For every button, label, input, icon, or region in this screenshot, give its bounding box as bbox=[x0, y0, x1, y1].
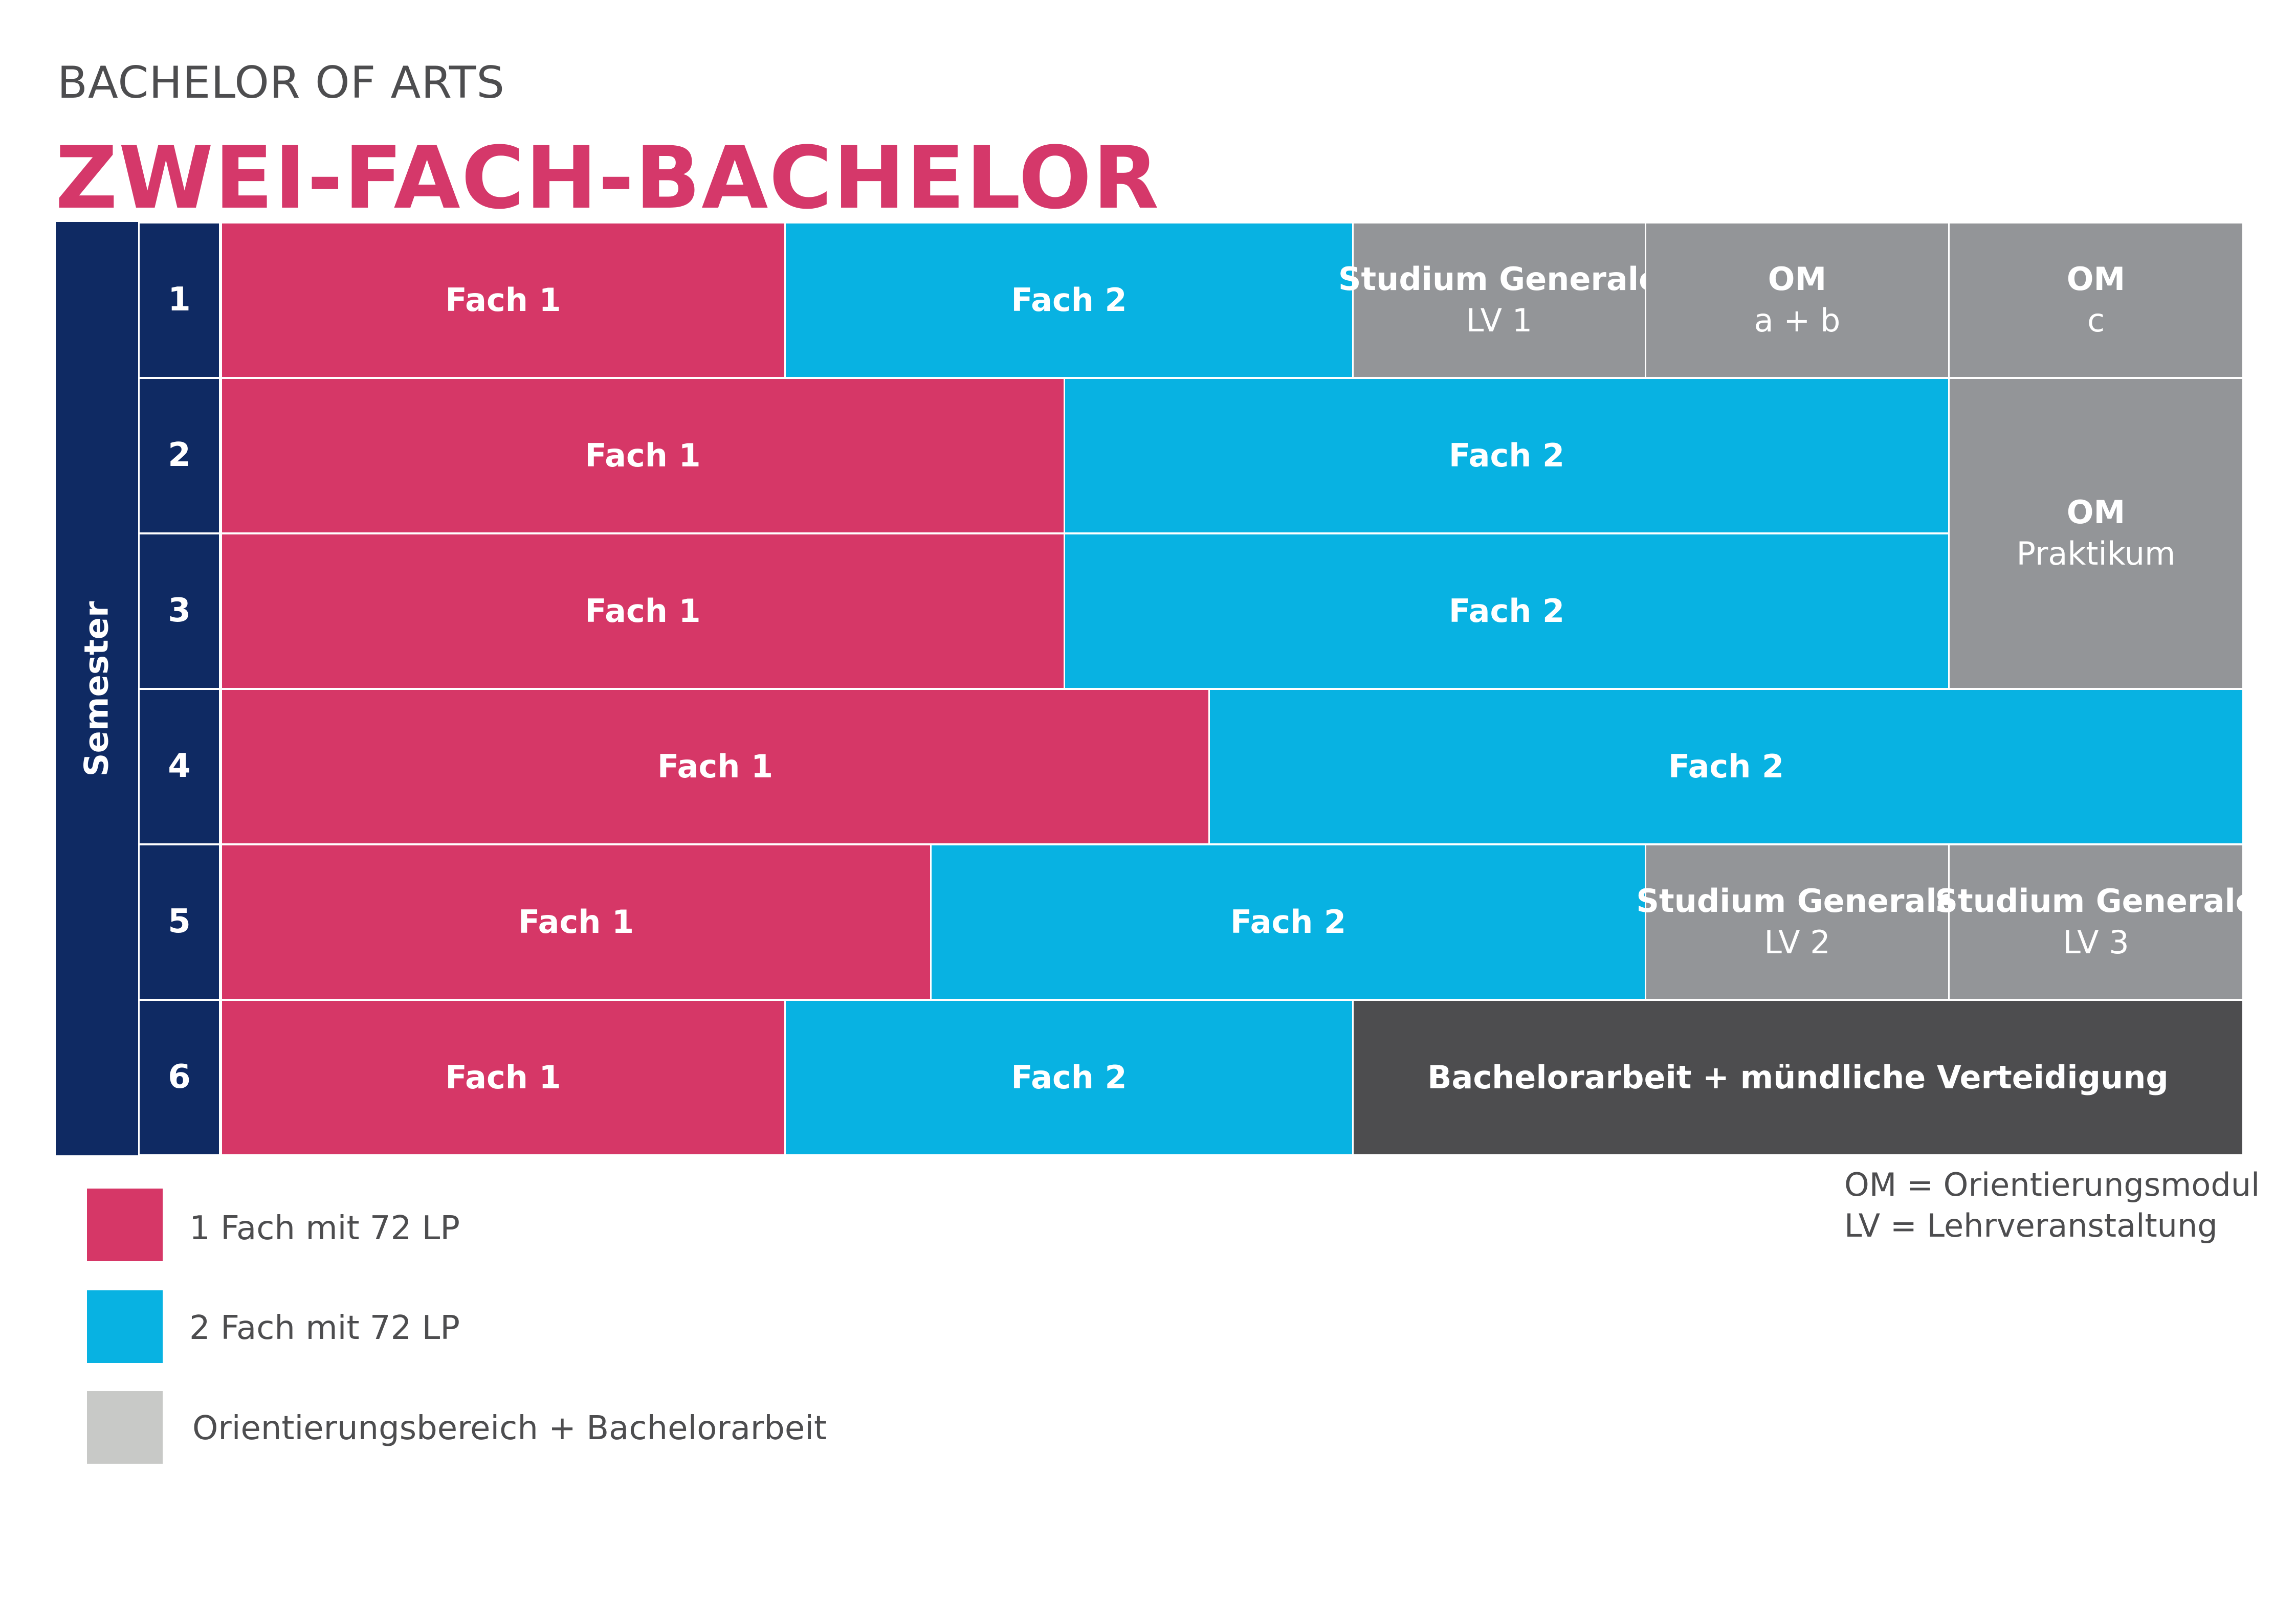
module-fach1-sem2: Fach 1 bbox=[220, 377, 1065, 534]
module-label: Fach 2 bbox=[1448, 436, 1565, 474]
semester-number-3: 3 bbox=[138, 533, 220, 689]
module-label: Studium Generale bbox=[1636, 882, 1958, 920]
module-studium-generale-lv1: Studium Generale LV 1 bbox=[1338, 222, 1660, 378]
semester-number-1: 1 bbox=[138, 222, 220, 378]
module-fach2-sem6: Fach 2 bbox=[784, 999, 1354, 1156]
semester-number-2: 2 bbox=[138, 377, 220, 534]
module-bachelorarbeit: Bachelorarbeit + mündliche Verteidigung bbox=[1352, 999, 2244, 1156]
legend-label-fach1: 1 Fach mit 72 LP bbox=[189, 1210, 460, 1247]
module-label: Bachelorarbeit + mündliche Verteidigung bbox=[1427, 1058, 2169, 1096]
module-fach1-sem4: Fach 1 bbox=[220, 688, 1210, 845]
semester-number-6: 6 bbox=[138, 999, 220, 1156]
module-sublabel: a + b bbox=[1754, 302, 1841, 339]
module-fach1-sem1: Fach 1 bbox=[220, 222, 786, 378]
supertitle: BACHELOR OF ARTS bbox=[57, 57, 505, 108]
page-title: ZWEI-FACH-BACHELOR bbox=[55, 128, 1160, 228]
module-label: Studium Generale bbox=[1338, 260, 1661, 298]
module-label: Fach 1 bbox=[445, 281, 561, 319]
module-label: OM bbox=[2066, 494, 2126, 531]
module-label: Fach 1 bbox=[585, 436, 701, 474]
module-om-a-b: OM a + b bbox=[1645, 222, 1950, 378]
legend-swatch-fach1 bbox=[87, 1189, 163, 1261]
module-fach2-sem2: Fach 2 bbox=[1064, 377, 1950, 534]
semester-axis: Semester bbox=[56, 222, 138, 1155]
module-label: Fach 1 bbox=[518, 903, 634, 941]
legend-swatch-orientation bbox=[87, 1391, 163, 1464]
module-label: Studium Generale bbox=[1935, 882, 2257, 920]
legend-label-orientation: Orientierungsbereich + Bachelorarbeit bbox=[192, 1409, 827, 1447]
module-om-praktikum: OM Praktikum bbox=[1948, 377, 2244, 689]
module-label: Fach 2 bbox=[1011, 1058, 1127, 1096]
module-fach1-sem3: Fach 1 bbox=[220, 533, 1065, 689]
semester-number-5: 5 bbox=[138, 844, 220, 1000]
module-fach1-sem6: Fach 1 bbox=[220, 999, 786, 1156]
module-fach1-sem5: Fach 1 bbox=[220, 844, 932, 1000]
module-sublabel: LV 3 bbox=[2063, 924, 2129, 961]
semester-number-4: 4 bbox=[138, 688, 220, 845]
abbreviation-lv: LV = Lehrveranstaltung bbox=[1844, 1207, 2218, 1244]
semester-axis-bar bbox=[56, 222, 138, 1155]
module-sublabel: Praktikum bbox=[2016, 535, 2176, 572]
module-label: Fach 2 bbox=[1668, 747, 1784, 785]
semester-axis-label: Semester bbox=[78, 600, 116, 777]
legend-swatch-fach2 bbox=[87, 1290, 163, 1363]
module-fach2-sem4: Fach 2 bbox=[1208, 688, 2244, 845]
module-label: OM bbox=[1768, 260, 1827, 298]
module-om-c: OM c bbox=[1948, 222, 2244, 378]
module-label: Fach 1 bbox=[657, 747, 774, 785]
legend-label-fach2: 2 Fach mit 72 LP bbox=[189, 1309, 460, 1347]
abbreviation-om: OM = Orientierungsmodul bbox=[1844, 1166, 2260, 1203]
module-label: Fach 1 bbox=[585, 592, 701, 630]
module-fach2-sem1: Fach 2 bbox=[784, 222, 1354, 378]
module-sublabel: LV 2 bbox=[1764, 924, 1830, 961]
module-studium-generale-lv2: Studium Generale LV 2 bbox=[1636, 844, 1958, 1000]
module-studium-generale-lv3: Studium Generale LV 3 bbox=[1935, 844, 2257, 1000]
module-label: Fach 1 bbox=[445, 1058, 561, 1096]
module-sublabel: c bbox=[2087, 302, 2105, 339]
module-label: Fach 2 bbox=[1230, 903, 1346, 941]
module-label: Fach 2 bbox=[1448, 592, 1565, 630]
module-fach2-sem3: Fach 2 bbox=[1064, 533, 1950, 689]
module-label: OM bbox=[2066, 260, 2126, 298]
module-fach2-sem5: Fach 2 bbox=[930, 844, 1646, 1000]
module-sublabel: LV 1 bbox=[1466, 302, 1533, 339]
module-label: Fach 2 bbox=[1011, 281, 1127, 319]
